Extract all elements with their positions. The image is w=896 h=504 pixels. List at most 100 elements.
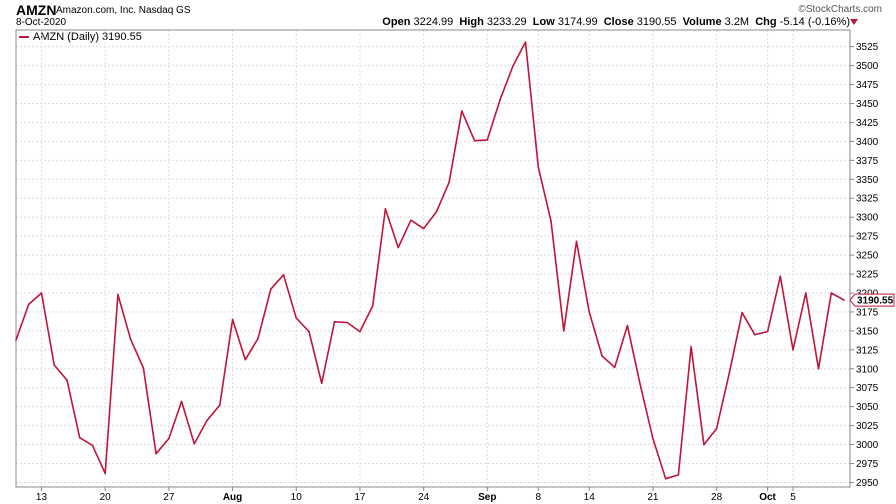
plot-frame <box>15 29 851 488</box>
price-point <box>168 437 170 440</box>
price-point <box>142 367 145 369</box>
y-tick-label: 3025 <box>856 421 879 432</box>
y-tick-label: 3125 <box>856 345 879 356</box>
price-point <box>652 437 654 440</box>
price-point <box>754 333 756 336</box>
price-point <box>715 427 718 430</box>
high-value: 3233.29 <box>486 16 527 28</box>
y-tick-label: 3100 <box>856 364 879 375</box>
price-point <box>155 452 157 455</box>
price-point <box>117 293 119 296</box>
x-tick-label: 5 <box>790 492 796 503</box>
y-tick-label: 2975 <box>856 459 879 470</box>
price-point <box>40 292 43 294</box>
chg-value: -5.14 (-0.16%) <box>779 16 850 28</box>
price-point <box>677 474 680 476</box>
price-point <box>486 139 489 141</box>
volume-label: Volume <box>682 16 722 28</box>
price-point <box>563 330 565 332</box>
y-tick-label: 3050 <box>856 402 879 413</box>
price-point <box>703 443 705 446</box>
y-tick-label: 3000 <box>856 440 879 451</box>
price-point <box>575 240 578 243</box>
last-value-tag: 3190.55 <box>849 293 895 307</box>
price-point <box>346 321 349 324</box>
chg-down-arrow-icon <box>850 19 858 25</box>
last-value-box <box>849 293 895 307</box>
y-tick-label: 3350 <box>856 175 879 186</box>
price-point <box>830 292 833 294</box>
price-point <box>320 382 323 385</box>
x-axis: 13 20 27 Aug 10 17 24 Sep 8 14 21 28 Oct 5 <box>36 487 796 503</box>
y-tick-label: 3250 <box>856 251 879 262</box>
chg-label: Chg <box>755 16 777 28</box>
price-point <box>537 166 540 168</box>
price-point <box>359 330 361 333</box>
price-point <box>410 219 412 221</box>
price-point <box>626 324 629 327</box>
price-point <box>333 321 336 323</box>
price-point <box>792 349 794 351</box>
ohlc-readout: Open 3224.99 High 3233.29 Low 3174.99 Cl… <box>382 16 850 28</box>
y-tick-label: 3375 <box>856 156 879 167</box>
price-point <box>550 220 552 222</box>
price-point <box>473 139 476 142</box>
price-point <box>461 110 463 112</box>
close-label: Close <box>603 16 634 28</box>
price-point <box>639 383 641 386</box>
low-value: 3174.99 <box>557 16 598 28</box>
price-point <box>295 317 298 319</box>
y-tick-label: 3450 <box>856 99 879 110</box>
price-point <box>843 299 845 301</box>
chart-grid <box>16 30 850 487</box>
ticker-symbol: AMZN <box>16 2 57 18</box>
x-tick-label: 13 <box>36 492 48 503</box>
price-point <box>524 41 527 43</box>
high-label: High <box>459 16 484 28</box>
y-tick-label: 3500 <box>856 61 879 72</box>
x-tick-label: 28 <box>711 492 723 503</box>
price-point <box>257 337 259 340</box>
price-point <box>193 443 196 445</box>
price-point <box>282 274 285 276</box>
price-point <box>435 211 438 213</box>
price-point <box>270 288 272 291</box>
volume-value: 3.2M <box>724 16 750 28</box>
price-point <box>104 472 106 475</box>
company-name: Amazon.com, Inc. Nasdaq GS <box>56 5 191 16</box>
y-axis: 2950 2975 3000 3025 3050 3075 3100 3125 3150 3175… <box>850 42 879 489</box>
price-point <box>66 379 68 381</box>
price-point <box>601 355 603 357</box>
price-point <box>371 305 374 307</box>
x-tick-label: Aug <box>223 492 242 503</box>
price-line <box>15 41 845 480</box>
y-tick-label: 3075 <box>856 383 879 394</box>
price-point <box>206 419 208 422</box>
x-tick-label: 27 <box>163 492 175 503</box>
y-tick-label: 3525 <box>856 42 879 53</box>
x-tick-label: 17 <box>354 492 366 503</box>
price-points <box>15 41 845 480</box>
y-tick-label: 3425 <box>856 118 879 129</box>
legend-swatch <box>19 36 29 38</box>
price-point <box>308 330 310 333</box>
price-point <box>244 358 247 361</box>
x-tick-label: 10 <box>291 492 303 503</box>
price-point <box>78 436 81 439</box>
price-point <box>805 292 807 294</box>
low-label: Low <box>532 16 555 28</box>
close-value: 3190.55 <box>636 16 677 28</box>
price-point <box>231 318 234 321</box>
price-point <box>219 404 221 406</box>
x-tick-label: Oct <box>759 492 776 503</box>
price-point <box>512 65 514 68</box>
price-point <box>728 371 731 374</box>
y-tick-label: 3275 <box>856 232 879 243</box>
chart-legend: AMZN (Daily) 3190.55 <box>19 31 142 43</box>
price-point <box>588 311 590 313</box>
price-point <box>499 98 501 101</box>
price-point <box>384 208 387 210</box>
open-label: Open <box>382 16 411 28</box>
price-point <box>397 246 400 249</box>
